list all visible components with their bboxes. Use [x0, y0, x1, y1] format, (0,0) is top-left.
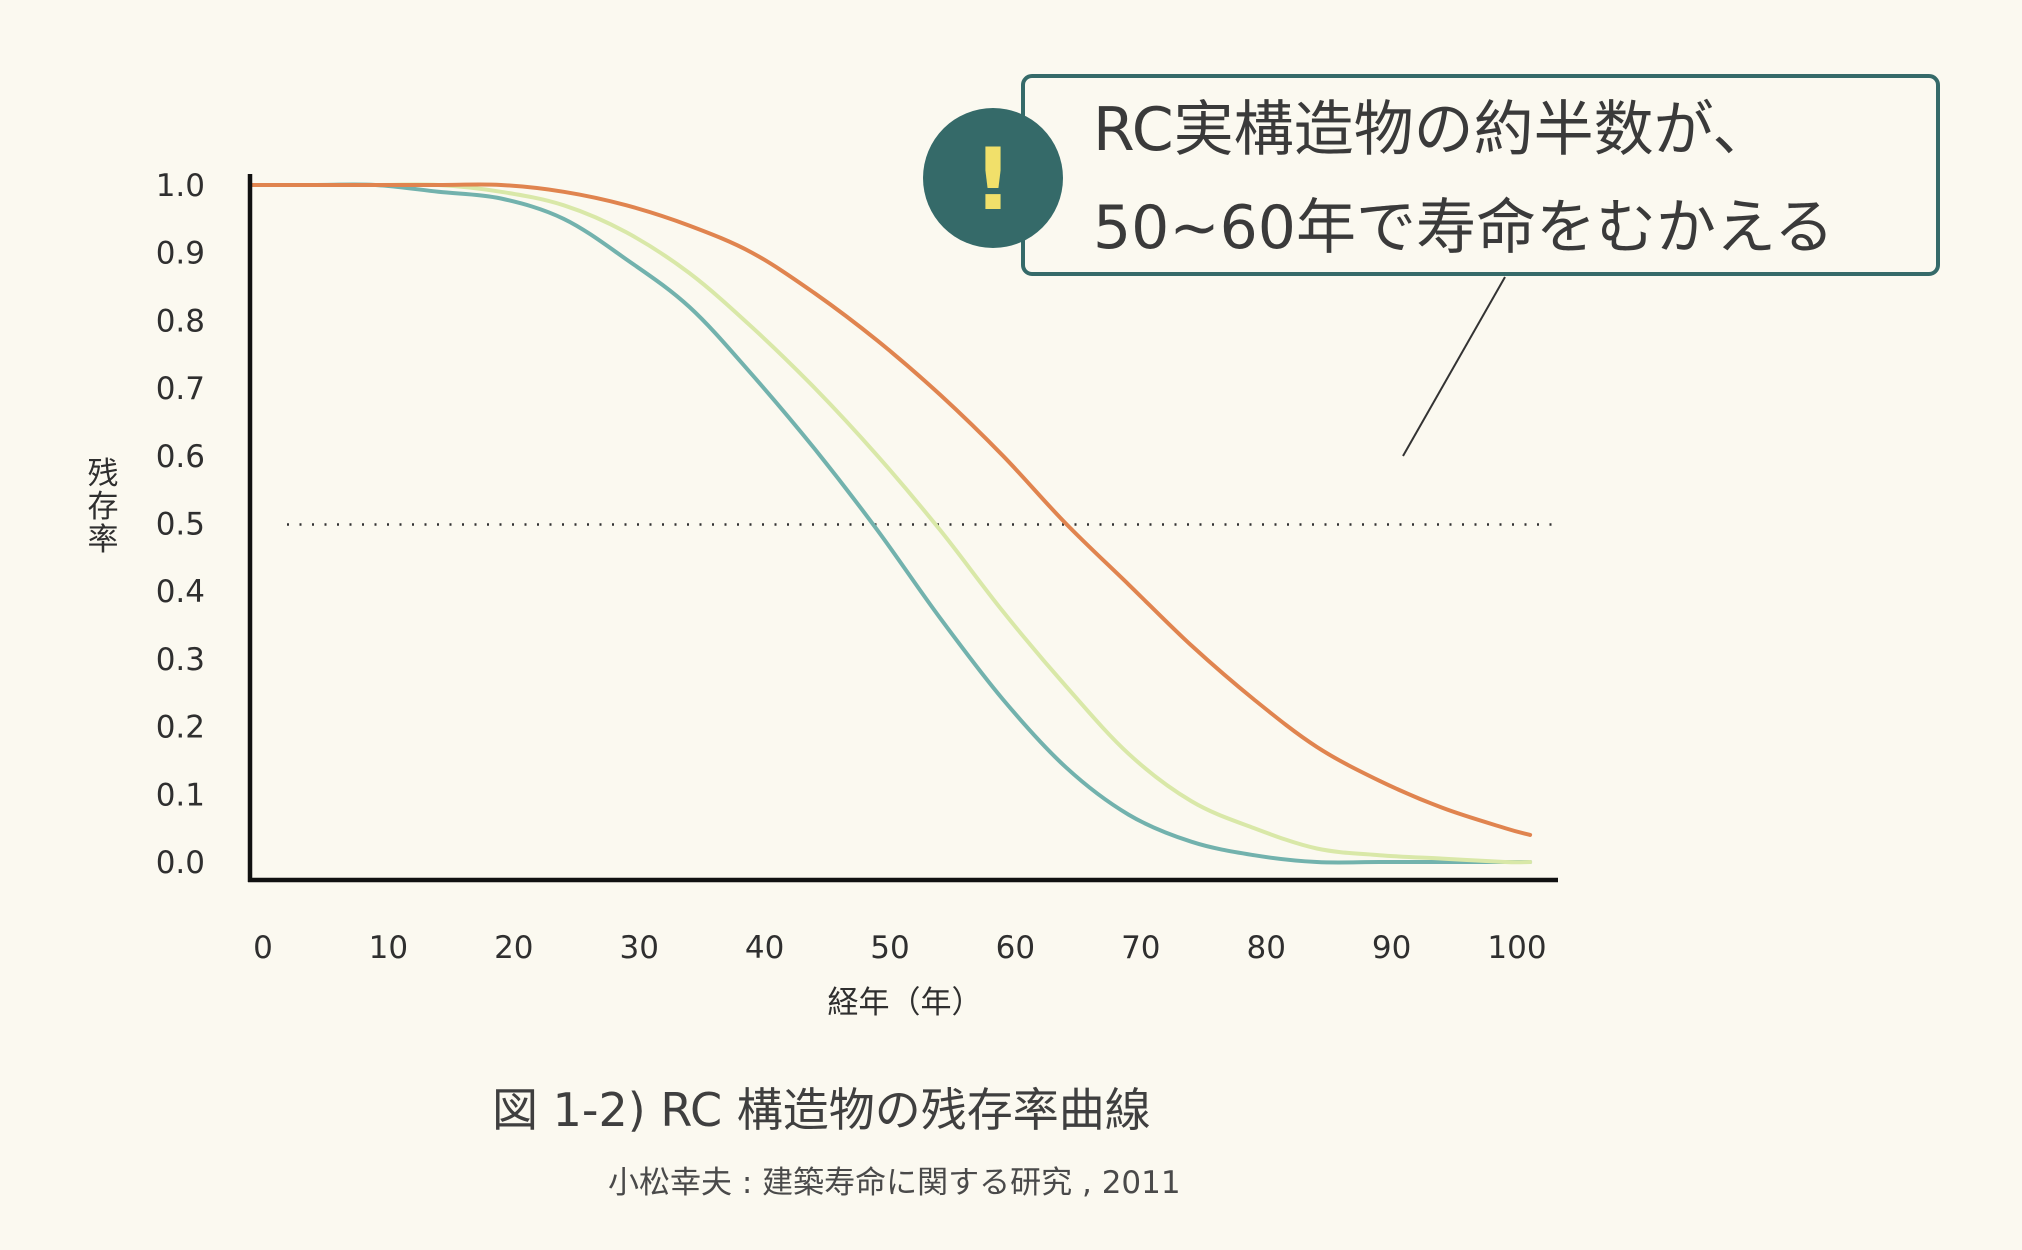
- x-axis-title: 経年（年）: [828, 985, 983, 1021]
- x-tick-label: 60: [996, 930, 1035, 966]
- x-tick-label: 0: [253, 930, 273, 966]
- exclamation-icon-circle: [923, 108, 1063, 248]
- survival-curve-series: [248, 182, 1533, 837]
- callout-leader-line: [1402, 276, 1506, 457]
- y-tick-label: 0.5: [156, 507, 205, 543]
- chart-title: 図 1-2) RC 構造物の残存率曲線: [492, 1083, 1151, 1137]
- y-tick-label: 0.1: [156, 777, 205, 813]
- callout-line-1: RC実構造物の約半数が、: [1093, 95, 1772, 165]
- series-group: [248, 182, 1533, 865]
- survival-curve-series: [248, 182, 1533, 865]
- y-axis-title-char: 率: [88, 522, 119, 558]
- y-axis-title-char: 存: [88, 489, 119, 525]
- y-tick-label: 0.2: [156, 710, 205, 746]
- y-tick-label: 0.8: [156, 303, 205, 339]
- y-tick-label: 0.3: [156, 642, 205, 678]
- x-tick-label: 20: [494, 930, 533, 966]
- x-tick-label: 100: [1487, 930, 1546, 966]
- x-tick-labels: 0 10 20 30 40 50 60 70 80 90 100: [253, 930, 1546, 966]
- y-tick-label: 0.9: [156, 236, 205, 272]
- callout: RC実構造物の約半数が、 50~60年で寿命をむかえる !: [923, 74, 1940, 457]
- y-tick-label: 0.0: [156, 845, 205, 881]
- y-tick-labels: 1.0 0.9 0.8 0.7 0.6 0.5 0.4 0.3 0.2 0.1 0.0: [156, 168, 205, 881]
- y-tick-label: 1.0: [156, 168, 205, 204]
- y-axis-title: 残存率: [88, 456, 119, 558]
- callout-line-2: 50~60年で寿命をむかえる: [1093, 193, 1834, 263]
- y-axis-title-char: 残: [88, 456, 119, 492]
- x-tick-label: 70: [1121, 930, 1160, 966]
- x-tick-label: 90: [1372, 930, 1411, 966]
- x-tick-label: 40: [745, 930, 784, 966]
- x-tick-label: 30: [619, 930, 658, 966]
- x-tick-label: 10: [369, 930, 408, 966]
- y-tick-label: 0.4: [156, 574, 205, 610]
- y-tick-label: 0.6: [156, 439, 205, 475]
- y-tick-label: 0.7: [156, 371, 205, 407]
- x-tick-label: 50: [870, 930, 909, 966]
- survival-curve-series: [248, 182, 1533, 865]
- x-tick-label: 80: [1246, 930, 1285, 966]
- exclamation-icon-glyph: !: [973, 130, 1012, 230]
- exclamation-icon: !: [923, 108, 1063, 248]
- chart-source: 小松幸夫 : 建築寿命に関する研究 , 2011: [608, 1165, 1181, 1201]
